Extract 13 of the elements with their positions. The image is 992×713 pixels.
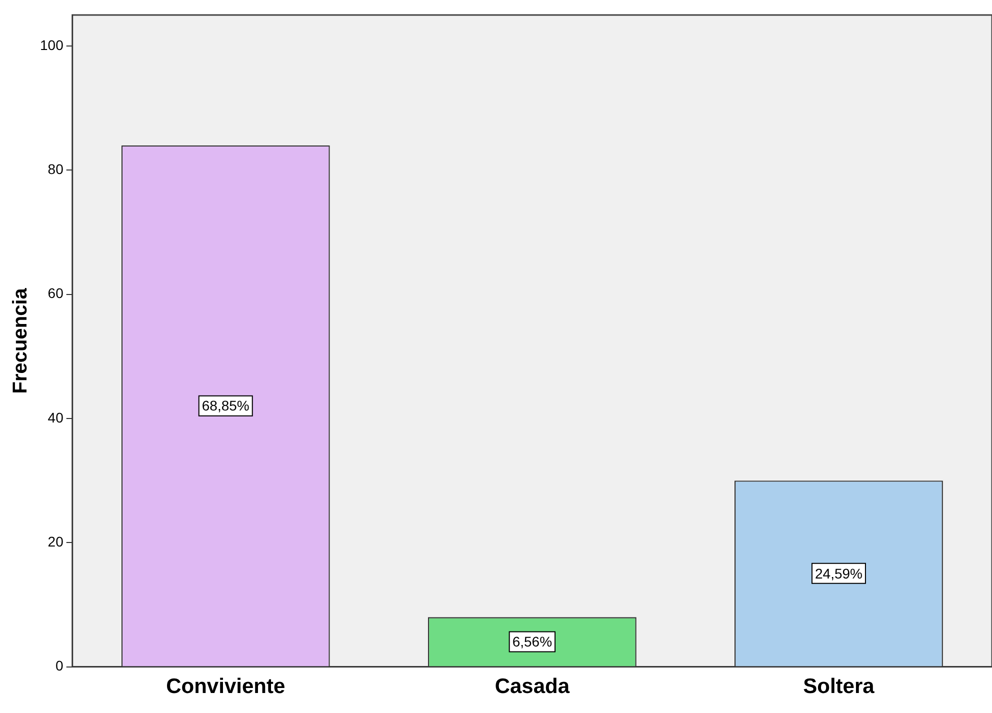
y-tick-label: 20 bbox=[48, 534, 64, 550]
y-tick-label: 60 bbox=[48, 285, 64, 302]
x-tick-label: Casada bbox=[494, 675, 570, 698]
x-tick-label: Conviviente bbox=[166, 675, 286, 698]
y-tick-label: 80 bbox=[48, 161, 64, 178]
y-tick-label: 0 bbox=[56, 658, 64, 674]
annotation: 68,85% bbox=[202, 398, 250, 414]
y-axis-title: Frecuencia bbox=[10, 287, 32, 394]
x-tick-label: Soltera bbox=[803, 675, 875, 698]
y-tick-label: 100 bbox=[40, 36, 64, 53]
annotation: 24,59% bbox=[814, 565, 862, 582]
y-tick-label: 40 bbox=[48, 409, 64, 426]
annotation: 6,56% bbox=[512, 634, 552, 650]
